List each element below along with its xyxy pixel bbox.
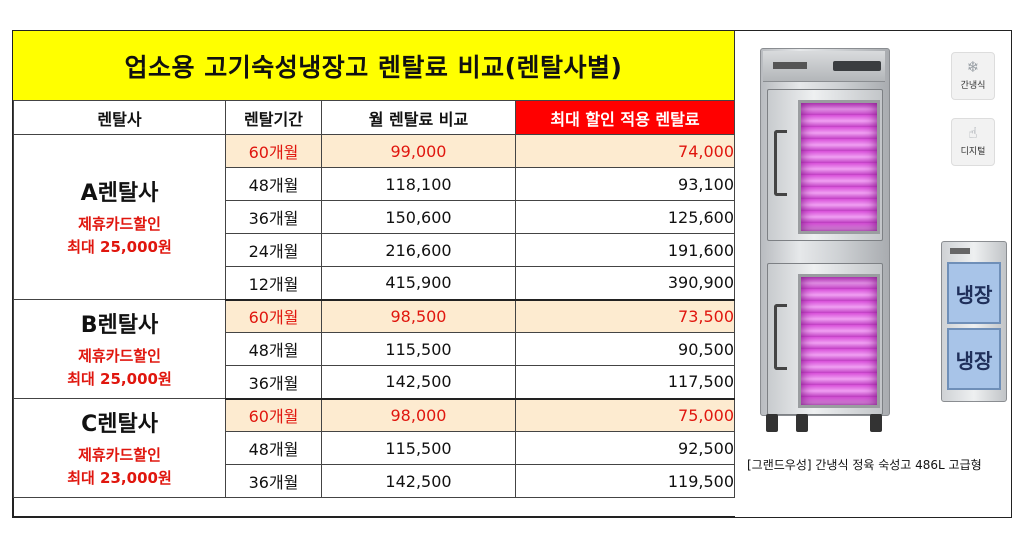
caster-wheel bbox=[870, 414, 882, 432]
table-row: A렌탈사 제휴카드할인 최대 25,000원 60개월 99,000 74,00… bbox=[13, 134, 735, 300]
period-cell: 36개월 bbox=[225, 365, 322, 400]
temperature-display bbox=[833, 61, 881, 71]
caster-wheel bbox=[796, 414, 808, 432]
door-handle bbox=[774, 304, 787, 370]
company-note: 제휴카드할인 bbox=[78, 215, 161, 233]
table-row: B렌탈사 제휴카드할인 최대 25,000원 60개월 98,500 73,50… bbox=[13, 299, 735, 399]
monthly-fee-cell: 115,500 bbox=[321, 431, 516, 465]
monthly-fee-cell: 142,500 bbox=[321, 365, 516, 400]
header-company: 렌탈사 bbox=[13, 100, 226, 135]
monthly-fee-cell: 142,500 bbox=[321, 464, 516, 498]
discounted-fee-cell: 117,500 bbox=[515, 365, 735, 400]
company-cell-b: B렌탈사 제휴카드할인 최대 25,000원 bbox=[13, 299, 226, 399]
company-name: C렌탈사 bbox=[81, 412, 158, 437]
brand-plate bbox=[950, 248, 970, 254]
company-note: 제휴카드할인 bbox=[78, 347, 161, 365]
table-row: 36개월 150,600 125,600 bbox=[14, 200, 735, 234]
company-note: 최대 25,000원 bbox=[67, 238, 172, 256]
touch-panel-icon: ☝ bbox=[968, 124, 978, 142]
product-caption: [그랜드우성] 간냉식 정육 숙성고 486L 고급형 bbox=[747, 458, 982, 472]
door-handle bbox=[774, 130, 787, 196]
monthly-fee-cell: 118,100 bbox=[321, 167, 516, 201]
glass-window bbox=[798, 274, 880, 408]
period-cell: 24개월 bbox=[225, 233, 322, 267]
table-header-row: 렌탈사 렌탈기간 월 렌탈료 비교 최대 할인 적용 렌탈료 bbox=[13, 100, 735, 135]
table-row: 48개월 118,100 93,100 bbox=[14, 167, 735, 201]
feature-label: 간냉식 bbox=[960, 81, 986, 91]
discounted-fee-cell: 125,600 bbox=[515, 200, 735, 234]
upper-door bbox=[767, 89, 883, 241]
rental-comparison-table: 렌탈사 렌탈기간 월 렌탈료 비교 최대 할인 적용 렌탈료 A렌탈사 제휴카드… bbox=[13, 100, 735, 498]
feature-badge: ☝ 디지털 bbox=[951, 118, 995, 166]
table-row: 12개월 415,900 390,900 bbox=[14, 266, 735, 301]
discounted-fee-cell: 92,500 bbox=[515, 431, 735, 465]
discounted-fee-cell: 191,600 bbox=[515, 233, 735, 267]
monthly-fee-cell: 115,500 bbox=[321, 332, 516, 366]
fridge-body bbox=[760, 48, 890, 416]
period-cell: 60개월 bbox=[225, 299, 322, 333]
period-cell: 48개월 bbox=[225, 332, 322, 366]
lower-door bbox=[767, 263, 883, 415]
table-row: 24개월 216,600 191,600 bbox=[14, 233, 735, 267]
zone-label: 냉장 bbox=[947, 262, 1001, 324]
discounted-fee-cell: 75,000 bbox=[515, 398, 735, 432]
zone-label: 냉장 bbox=[947, 328, 1001, 390]
period-cell: 36개월 bbox=[225, 464, 322, 498]
compartment-diagram: 냉장 냉장 bbox=[941, 241, 1007, 402]
glass-window bbox=[798, 100, 880, 234]
table-row: 36개월 142,500 119,500 bbox=[14, 464, 735, 498]
discounted-fee-cell: 90,500 bbox=[515, 332, 735, 366]
company-cell-c: C렌탈사 제휴카드할인 최대 23,000원 bbox=[13, 398, 226, 498]
company-note: 최대 25,000원 bbox=[67, 370, 172, 388]
table-row: 48개월 115,500 92,500 bbox=[14, 431, 735, 465]
feature-label: 디지털 bbox=[960, 147, 986, 157]
header-discounted: 최대 할인 적용 렌탈료 bbox=[515, 100, 735, 135]
monthly-fee-cell: 150,600 bbox=[321, 200, 516, 234]
caster-wheel bbox=[766, 414, 778, 432]
discounted-fee-cell: 390,900 bbox=[515, 266, 735, 301]
discounted-fee-cell: 93,100 bbox=[515, 167, 735, 201]
product-image bbox=[760, 48, 896, 438]
company-note: 최대 23,000원 bbox=[67, 469, 172, 487]
header-period: 렌탈기간 bbox=[225, 100, 322, 135]
monthly-fee-cell: 98,000 bbox=[321, 398, 516, 432]
brand-plate bbox=[773, 62, 807, 69]
page-title: 업소용 고기숙성냉장고 렌탈료 비교(렌탈사별) bbox=[13, 31, 735, 101]
monthly-fee-cell: 99,000 bbox=[321, 134, 516, 168]
monthly-fee-cell: 216,600 bbox=[321, 233, 516, 267]
discounted-fee-cell: 119,500 bbox=[515, 464, 735, 498]
period-cell: 48개월 bbox=[225, 167, 322, 201]
company-cell-a: A렌탈사 제휴카드할인 최대 25,000원 bbox=[13, 134, 226, 300]
company-note: 제휴카드할인 bbox=[78, 446, 161, 464]
company-name: B렌탈사 bbox=[80, 313, 159, 338]
period-cell: 60개월 bbox=[225, 134, 322, 168]
discounted-fee-cell: 74,000 bbox=[515, 134, 735, 168]
fridge-top-panel bbox=[763, 51, 885, 82]
snowflake-icon: ❄ bbox=[966, 58, 980, 76]
discounted-fee-cell: 73,500 bbox=[515, 299, 735, 333]
monthly-fee-cell: 415,900 bbox=[321, 266, 516, 301]
table-row: 48개월 115,500 90,500 bbox=[14, 332, 735, 366]
period-cell: 48개월 bbox=[225, 431, 322, 465]
monthly-fee-cell: 98,500 bbox=[321, 299, 516, 333]
table-row: C렌탈사 제휴카드할인 최대 23,000원 60개월 98,000 75,00… bbox=[13, 398, 735, 498]
period-cell: 36개월 bbox=[225, 200, 322, 234]
period-cell: 12개월 bbox=[225, 266, 322, 301]
table-row: 36개월 142,500 117,500 bbox=[14, 365, 735, 400]
feature-badge: ❄ 간냉식 bbox=[951, 52, 995, 100]
period-cell: 60개월 bbox=[225, 398, 322, 432]
company-name: A렌탈사 bbox=[80, 181, 159, 206]
header-monthly: 월 렌탈료 비교 bbox=[321, 100, 516, 135]
